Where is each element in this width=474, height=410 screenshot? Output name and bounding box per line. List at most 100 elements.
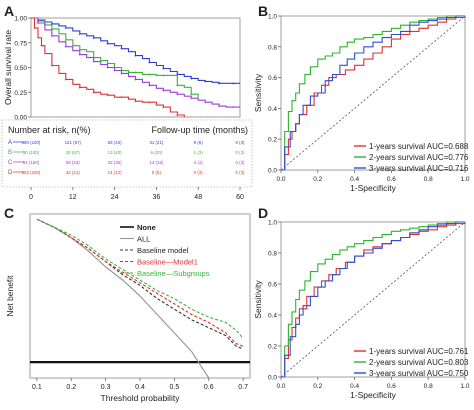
risk-cell: 33 (35) <box>108 160 122 165</box>
y-tick-label: 0.2 <box>268 137 277 144</box>
censor-mark: + <box>78 85 81 91</box>
x-axis-label: Threshold probability <box>101 393 181 403</box>
x-tick-label: 24 <box>111 194 119 201</box>
risk-cell: 66 (43) <box>108 140 122 145</box>
risk-cell: 31 (21) <box>149 140 163 145</box>
x-tick-label: 0.0 <box>276 383 285 390</box>
censor-mark: + <box>162 73 165 79</box>
censor-mark: + <box>204 100 207 106</box>
legend-label: 2-years survival AUC=0.803 <box>369 358 469 367</box>
roc-curve-2 <box>281 15 465 171</box>
risk-cell: 94 (100) <box>23 160 40 165</box>
y-tick-label: 0.25 <box>14 90 27 97</box>
censor-mark: + <box>232 105 235 111</box>
dca-line-5 <box>36 218 244 339</box>
risk-cell: 180 (100) <box>22 140 41 145</box>
censor-mark: + <box>148 100 151 106</box>
y-axis-label: Overall survival rate <box>3 30 13 105</box>
y-tick-label: 0.0 <box>268 375 277 382</box>
censor-mark: + <box>106 93 109 99</box>
censor-mark: + <box>148 83 151 89</box>
risk-cell: 0 (3) <box>235 140 245 145</box>
x-tick-label: 0.0 <box>276 176 285 183</box>
risk-cell: 59 (63) <box>66 160 80 165</box>
x-tick-label: 0.4 <box>350 383 359 390</box>
risk-cell: 13 (43) <box>108 150 122 155</box>
legend-label: 3-years survival AUC=0.716 <box>369 164 469 173</box>
risk-cell: 4 (4) <box>194 160 204 165</box>
censor-mark: + <box>33 26 36 32</box>
censor-mark: + <box>120 95 123 101</box>
censor-mark: + <box>92 60 95 66</box>
censor-mark: + <box>50 34 53 40</box>
panel-letter: A <box>4 3 14 19</box>
y-tick-label: 1.0 <box>268 220 277 227</box>
x-tick-label: 0.8 <box>424 383 433 390</box>
risk-cell: 30 (100) <box>23 150 40 155</box>
y-tick-label: 0.75 <box>14 40 27 47</box>
censor-mark: + <box>64 45 67 51</box>
x-tick-label: 1.0 <box>460 383 469 390</box>
y-tick-label: 0.6 <box>268 75 277 82</box>
panel-letter: B <box>258 3 268 19</box>
reference-diagonal <box>280 221 466 378</box>
km-line-C <box>31 17 240 108</box>
censor-mark: + <box>120 47 123 53</box>
plot-frame <box>280 15 466 171</box>
risk-cell: 14 (13) <box>108 170 122 175</box>
legend-label: 1-years survival AUC=0.761 <box>369 347 469 356</box>
censor-mark: + <box>106 42 109 48</box>
risk-cell: 0 (3) <box>235 170 245 175</box>
risk-cell: 42 (41) <box>66 170 80 175</box>
censor-mark: + <box>134 54 137 60</box>
dca-line-4 <box>36 218 244 347</box>
legend-label: Baseline—Model1 <box>137 258 198 267</box>
x-tick-label: 0.1 <box>32 384 42 391</box>
legend-label: Baseline—Subgroups <box>137 269 210 278</box>
censor-mark: + <box>232 81 235 87</box>
risk-cell: 14 (15) <box>149 160 163 165</box>
km-line-B <box>31 17 199 98</box>
dca-line-2 <box>36 218 210 378</box>
risk-cell: 0 (3) <box>235 160 245 165</box>
panel-c: C 0.1 0.2 0.3 0.4 0.5 0.6 0.7 Threshold probabil… <box>4 205 251 403</box>
censor-mark: + <box>64 38 67 44</box>
x-axis-label: 1-Specificity <box>350 390 397 400</box>
risk-cell: 6 (20) <box>151 150 163 155</box>
y-axis-label: Net benefit <box>5 275 15 317</box>
censor-mark: + <box>92 90 95 96</box>
y-tick-label: 0.4 <box>268 106 277 113</box>
x-tick-label: 12 <box>69 194 77 201</box>
x-tick-label: 0.6 <box>387 176 396 183</box>
risk-cell: 0 (3) <box>194 170 204 175</box>
roc-curve-2 <box>281 221 465 378</box>
x-tick-label: 0 <box>29 194 33 201</box>
censor-mark: + <box>134 99 137 105</box>
censor-mark: + <box>176 113 179 119</box>
legend-label: 1-years survival AUC=0.688 <box>369 142 469 151</box>
censor-mark: + <box>190 76 193 82</box>
x-tick-label: 1.0 <box>460 176 469 183</box>
risk-row-name: B <box>8 150 12 156</box>
risk-cell: 1 (3) <box>194 150 204 155</box>
censor-mark: + <box>162 105 165 111</box>
x-tick-label: 0.8 <box>424 176 433 183</box>
x-tick-label: 0.4 <box>350 176 359 183</box>
legend-label: 2-years survival AUC=0.776 <box>369 153 469 162</box>
censor-mark: + <box>176 83 179 89</box>
y-tick-label: 0.00 <box>14 115 27 122</box>
y-axis-label: Sensitivity <box>253 73 263 112</box>
censor-mark: + <box>204 79 207 85</box>
y-tick-label: 0.0 <box>268 168 277 175</box>
x-tick-label: 0.2 <box>66 384 76 391</box>
censor-mark: + <box>64 77 67 83</box>
y-tick-label: 1.00 <box>14 16 27 23</box>
censor-mark: + <box>40 44 43 50</box>
y-tick-label: 1.0 <box>268 14 277 21</box>
km-line-D <box>31 17 185 117</box>
censor-mark: + <box>50 64 53 70</box>
y-axis-label: Sensitivity <box>253 280 263 319</box>
risk-row-name: A <box>8 140 12 146</box>
